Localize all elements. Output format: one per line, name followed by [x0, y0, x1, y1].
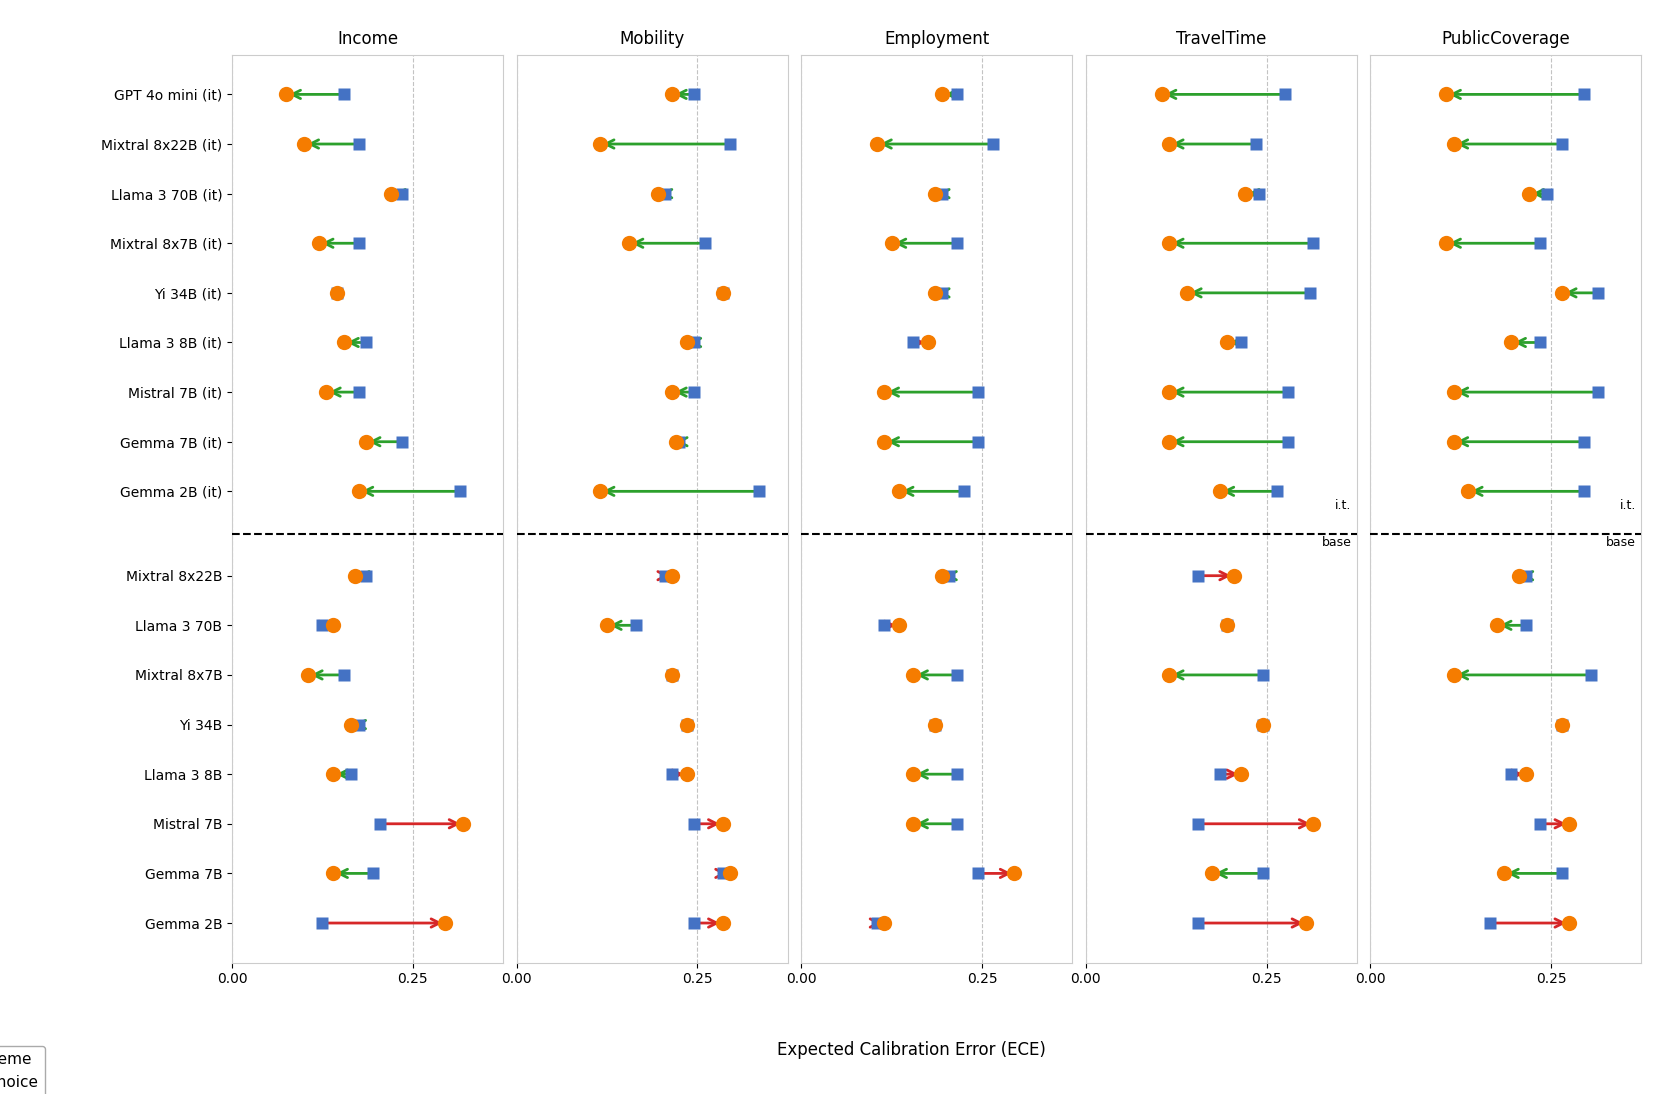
Title: Employment: Employment — [883, 30, 989, 47]
Text: base: base — [1321, 536, 1350, 549]
Text: Expected Calibration Error (ECE): Expected Calibration Error (ECE) — [777, 1041, 1046, 1059]
Title: PublicCoverage: PublicCoverage — [1440, 30, 1569, 47]
Title: Income: Income — [336, 30, 398, 47]
Text: i.t.: i.t. — [1334, 499, 1350, 512]
Text: i.t.: i.t. — [1619, 499, 1635, 512]
Text: base: base — [1606, 536, 1635, 549]
Title: TravelTime: TravelTime — [1175, 30, 1266, 47]
Title: Mobility: Mobility — [620, 30, 684, 47]
Legend: Multiple-choice, Numeric: Multiple-choice, Numeric — [0, 1046, 45, 1094]
